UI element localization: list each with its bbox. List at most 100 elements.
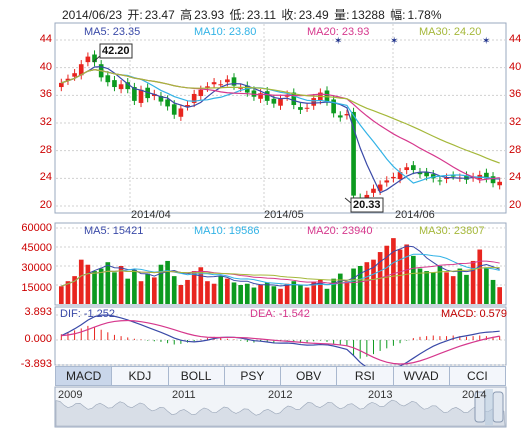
tab-wvad[interactable]: WVAD — [394, 367, 450, 385]
ma5-line — [61, 66, 500, 194]
volume-bar — [185, 279, 190, 304]
candle-body — [377, 184, 383, 191]
timeline-selection[interactable] — [485, 389, 493, 425]
timeline-year: 2009 — [58, 389, 83, 401]
volume-bar — [357, 266, 363, 304]
volume-bar — [417, 268, 423, 304]
tab-psy[interactable]: PSY — [225, 367, 281, 385]
volume-bar — [331, 278, 336, 304]
candle-body — [464, 175, 469, 180]
change-value: 1.78% — [407, 8, 442, 22]
volume-bar — [145, 273, 150, 304]
volume-bar — [437, 266, 443, 304]
volume-bar — [344, 281, 350, 304]
tab-cci[interactable]: CCI — [467, 369, 488, 383]
candle-body — [337, 115, 343, 118]
tab-macd[interactable]: MACD — [56, 367, 113, 385]
tab-obv[interactable]: OBV — [281, 367, 338, 385]
open-value: 23.47 — [144, 8, 175, 22]
tab-boll[interactable]: BOLL — [169, 367, 225, 385]
volume-bar — [384, 245, 390, 304]
volume-bar — [298, 285, 303, 304]
macd-value-label: MACD: 0.579 — [441, 308, 508, 320]
candlestick-series — [58, 50, 503, 204]
volume-bar — [497, 287, 503, 304]
star-icon: ✶ — [482, 36, 490, 47]
volume-grid — [56, 227, 505, 286]
candle-body — [231, 77, 237, 86]
candle-body — [331, 99, 336, 114]
quote-date: 2014/06/23 — [62, 8, 123, 22]
dea-line — [61, 319, 500, 365]
price-y-tick-right: 32 — [509, 116, 522, 128]
candle-body — [278, 98, 283, 106]
date-tick: 2014/04 — [131, 209, 171, 221]
volume-bar — [125, 278, 131, 304]
candle-body — [490, 176, 496, 184]
candle-body — [351, 111, 356, 196]
volume-bar — [324, 288, 330, 304]
price-ma30-label: MA30: 24.20 — [419, 26, 482, 38]
candle-body — [311, 98, 317, 106]
candle-body — [364, 194, 370, 198]
close-label: 收: — [281, 8, 297, 22]
candle-body — [118, 84, 124, 90]
volume-ma30-label: MA30: 23807 — [419, 225, 485, 237]
volume-bar — [477, 249, 483, 304]
candle-body — [344, 114, 350, 116]
high-label: 高 — [180, 8, 193, 22]
macd-lines — [61, 314, 500, 372]
quote-summary: 2014/06/23 开: 23.47 高 23.93 低: 23.11 收: 23.4… — [62, 6, 444, 23]
volume-bar — [284, 283, 290, 304]
timeline-year: 2013 — [368, 389, 393, 401]
volume-bar — [397, 249, 403, 304]
candle-body — [444, 177, 449, 180]
candle-body — [158, 96, 164, 102]
price-y-tick: 40 — [39, 60, 52, 73]
volume-y-tick: 15000 — [21, 282, 52, 294]
ma30-line — [61, 69, 500, 164]
volume-panel-frame — [54, 222, 507, 306]
volume-bar — [85, 264, 91, 304]
candle-body — [450, 175, 456, 177]
price-y-tick: 28 — [39, 143, 52, 156]
indicator-tabs: MACD KDJ BOLL PSY OBV RSI WVAD CCI — [55, 366, 506, 386]
candle-body — [298, 107, 303, 110]
volume-y-tick: 45000 — [21, 242, 52, 254]
volume-ma20-label: MA20: 23940 — [307, 225, 373, 237]
volume-ma5-line — [61, 245, 500, 287]
volume-bar — [457, 268, 463, 304]
volume-bar — [112, 272, 117, 304]
candle-body — [191, 93, 197, 103]
timeline-year: 2014 — [462, 389, 487, 401]
volume-bar — [151, 277, 157, 304]
candle-body — [238, 87, 243, 89]
volume-bar — [430, 272, 436, 304]
candle-body — [218, 84, 224, 86]
price-ma10-label: MA10: 23.80 — [194, 26, 257, 38]
volume-bar — [444, 272, 449, 304]
price-y-tick: 36 — [39, 88, 52, 101]
high-price-value: 42.20 — [102, 45, 130, 57]
volume-bar — [244, 283, 250, 304]
candle-body — [417, 172, 423, 175]
candle-body — [65, 78, 71, 81]
volume-bar — [464, 274, 469, 304]
volume-bar — [191, 271, 197, 304]
candle-body — [484, 172, 489, 179]
candle-body — [225, 79, 230, 83]
price-y-tick-right: 40 — [509, 60, 522, 73]
timeline-right-handle[interactable] — [492, 391, 504, 423]
candle-body — [72, 73, 77, 77]
tab-kdj[interactable]: KDJ — [112, 367, 169, 385]
open-label: 开: — [127, 8, 143, 22]
volume-bar — [371, 259, 376, 304]
volume-ma10-label: MA10: 19586 — [194, 225, 260, 237]
volume-bar — [138, 281, 144, 304]
low-price-marker — [344, 197, 384, 213]
tab-rsi[interactable]: RSI — [337, 367, 394, 385]
low-value: 23.11 — [246, 8, 276, 22]
macd-y-tick: -3.893 — [20, 358, 52, 370]
candle-body — [165, 99, 170, 107]
